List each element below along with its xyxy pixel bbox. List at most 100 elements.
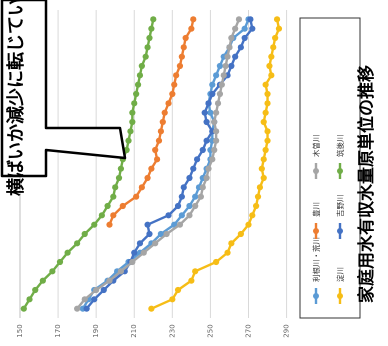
data-point: [176, 221, 184, 228]
legend-label: 筑後川: [335, 135, 345, 158]
data-point: [226, 44, 233, 51]
data-point: [117, 165, 125, 172]
data-point: [112, 184, 119, 191]
data-point: [176, 62, 184, 70]
data-point: [127, 128, 134, 135]
data-point: [110, 193, 117, 200]
legend-label: 豊川: [311, 202, 321, 217]
data-point: [273, 16, 281, 23]
data-point: [253, 202, 260, 210]
legend-label: 利根川・荒川: [311, 237, 321, 282]
data-point: [49, 268, 56, 275]
data-point: [188, 25, 195, 32]
legend-swatch-marker: [313, 293, 319, 299]
data-point: [216, 90, 224, 98]
data-point: [131, 100, 138, 107]
data-point: [199, 184, 206, 191]
data-point: [74, 240, 81, 247]
chart-title: 家庭用水有収水量原単位の推移: [356, 65, 377, 303]
data-point: [205, 165, 212, 172]
data-point: [129, 109, 136, 116]
data-point: [148, 165, 155, 172]
data-point: [199, 146, 206, 154]
data-point: [192, 193, 199, 200]
data-point: [146, 34, 153, 42]
legend-item: 筑後川: [335, 135, 345, 179]
data-point: [249, 25, 256, 32]
data-point: [203, 174, 210, 182]
data-point: [100, 286, 107, 294]
data-point: [98, 212, 105, 219]
data-point: [136, 72, 144, 79]
data-point: [232, 53, 239, 60]
data-point: [237, 230, 244, 238]
data-point: [209, 81, 216, 88]
data-point: [165, 100, 172, 107]
data-point: [260, 156, 267, 163]
data-point: [106, 221, 113, 228]
legend-swatch-marker: [337, 168, 343, 174]
data-point: [205, 100, 212, 107]
data-point: [125, 137, 132, 144]
data-point: [260, 118, 267, 126]
data-point: [213, 109, 220, 116]
data-point: [129, 118, 136, 126]
data-point: [224, 249, 231, 256]
legend-swatch-marker: [313, 168, 319, 174]
data-point: [106, 277, 113, 284]
data-point: [56, 258, 64, 266]
series-tone_yoshino: [83, 16, 256, 312]
data-point: [83, 305, 90, 312]
data-point: [150, 16, 157, 23]
data-point: [140, 249, 147, 256]
data-point: [152, 146, 159, 154]
data-point: [211, 118, 218, 126]
series-line: [81, 18, 250, 310]
data-point: [213, 258, 220, 266]
data-point: [222, 62, 229, 70]
data-point: [163, 230, 170, 238]
data-point: [146, 230, 153, 238]
data-point: [220, 72, 227, 79]
data-point: [186, 174, 193, 182]
data-point: [129, 258, 136, 266]
data-point: [264, 128, 271, 135]
data-point: [182, 34, 189, 42]
data-point: [211, 146, 218, 154]
data-point: [155, 137, 163, 144]
data-point: [256, 184, 264, 191]
data-point: [203, 118, 210, 126]
data-point: [174, 286, 182, 294]
legend-item: 木曽川: [311, 135, 321, 179]
data-point: [180, 184, 187, 191]
data-point: [213, 128, 220, 135]
data-point: [213, 72, 220, 79]
data-point: [144, 174, 151, 182]
legend-swatch-marker: [337, 293, 343, 299]
data-point: [262, 146, 269, 154]
data-point: [213, 137, 220, 144]
series-line: [76, 18, 241, 310]
data-point: [178, 193, 185, 200]
data-point: [178, 53, 185, 60]
value-tick-label: 150: [16, 324, 24, 337]
data-point: [241, 25, 248, 32]
data-point: [186, 212, 193, 219]
data-point: [188, 277, 195, 284]
data-point: [159, 118, 166, 126]
data-point: [268, 53, 275, 60]
data-point: [241, 34, 248, 42]
data-point: [254, 193, 262, 200]
legend-item: 利根川・荒川: [311, 237, 321, 304]
data-point: [64, 249, 71, 256]
data-point: [39, 277, 46, 284]
data-point: [268, 72, 275, 79]
legend-item: 淀川: [335, 267, 345, 304]
data-point: [232, 25, 239, 32]
data-point: [192, 268, 199, 275]
data-point: [209, 90, 216, 98]
data-point: [218, 81, 225, 88]
data-point: [93, 286, 100, 294]
data-point: [201, 109, 208, 116]
